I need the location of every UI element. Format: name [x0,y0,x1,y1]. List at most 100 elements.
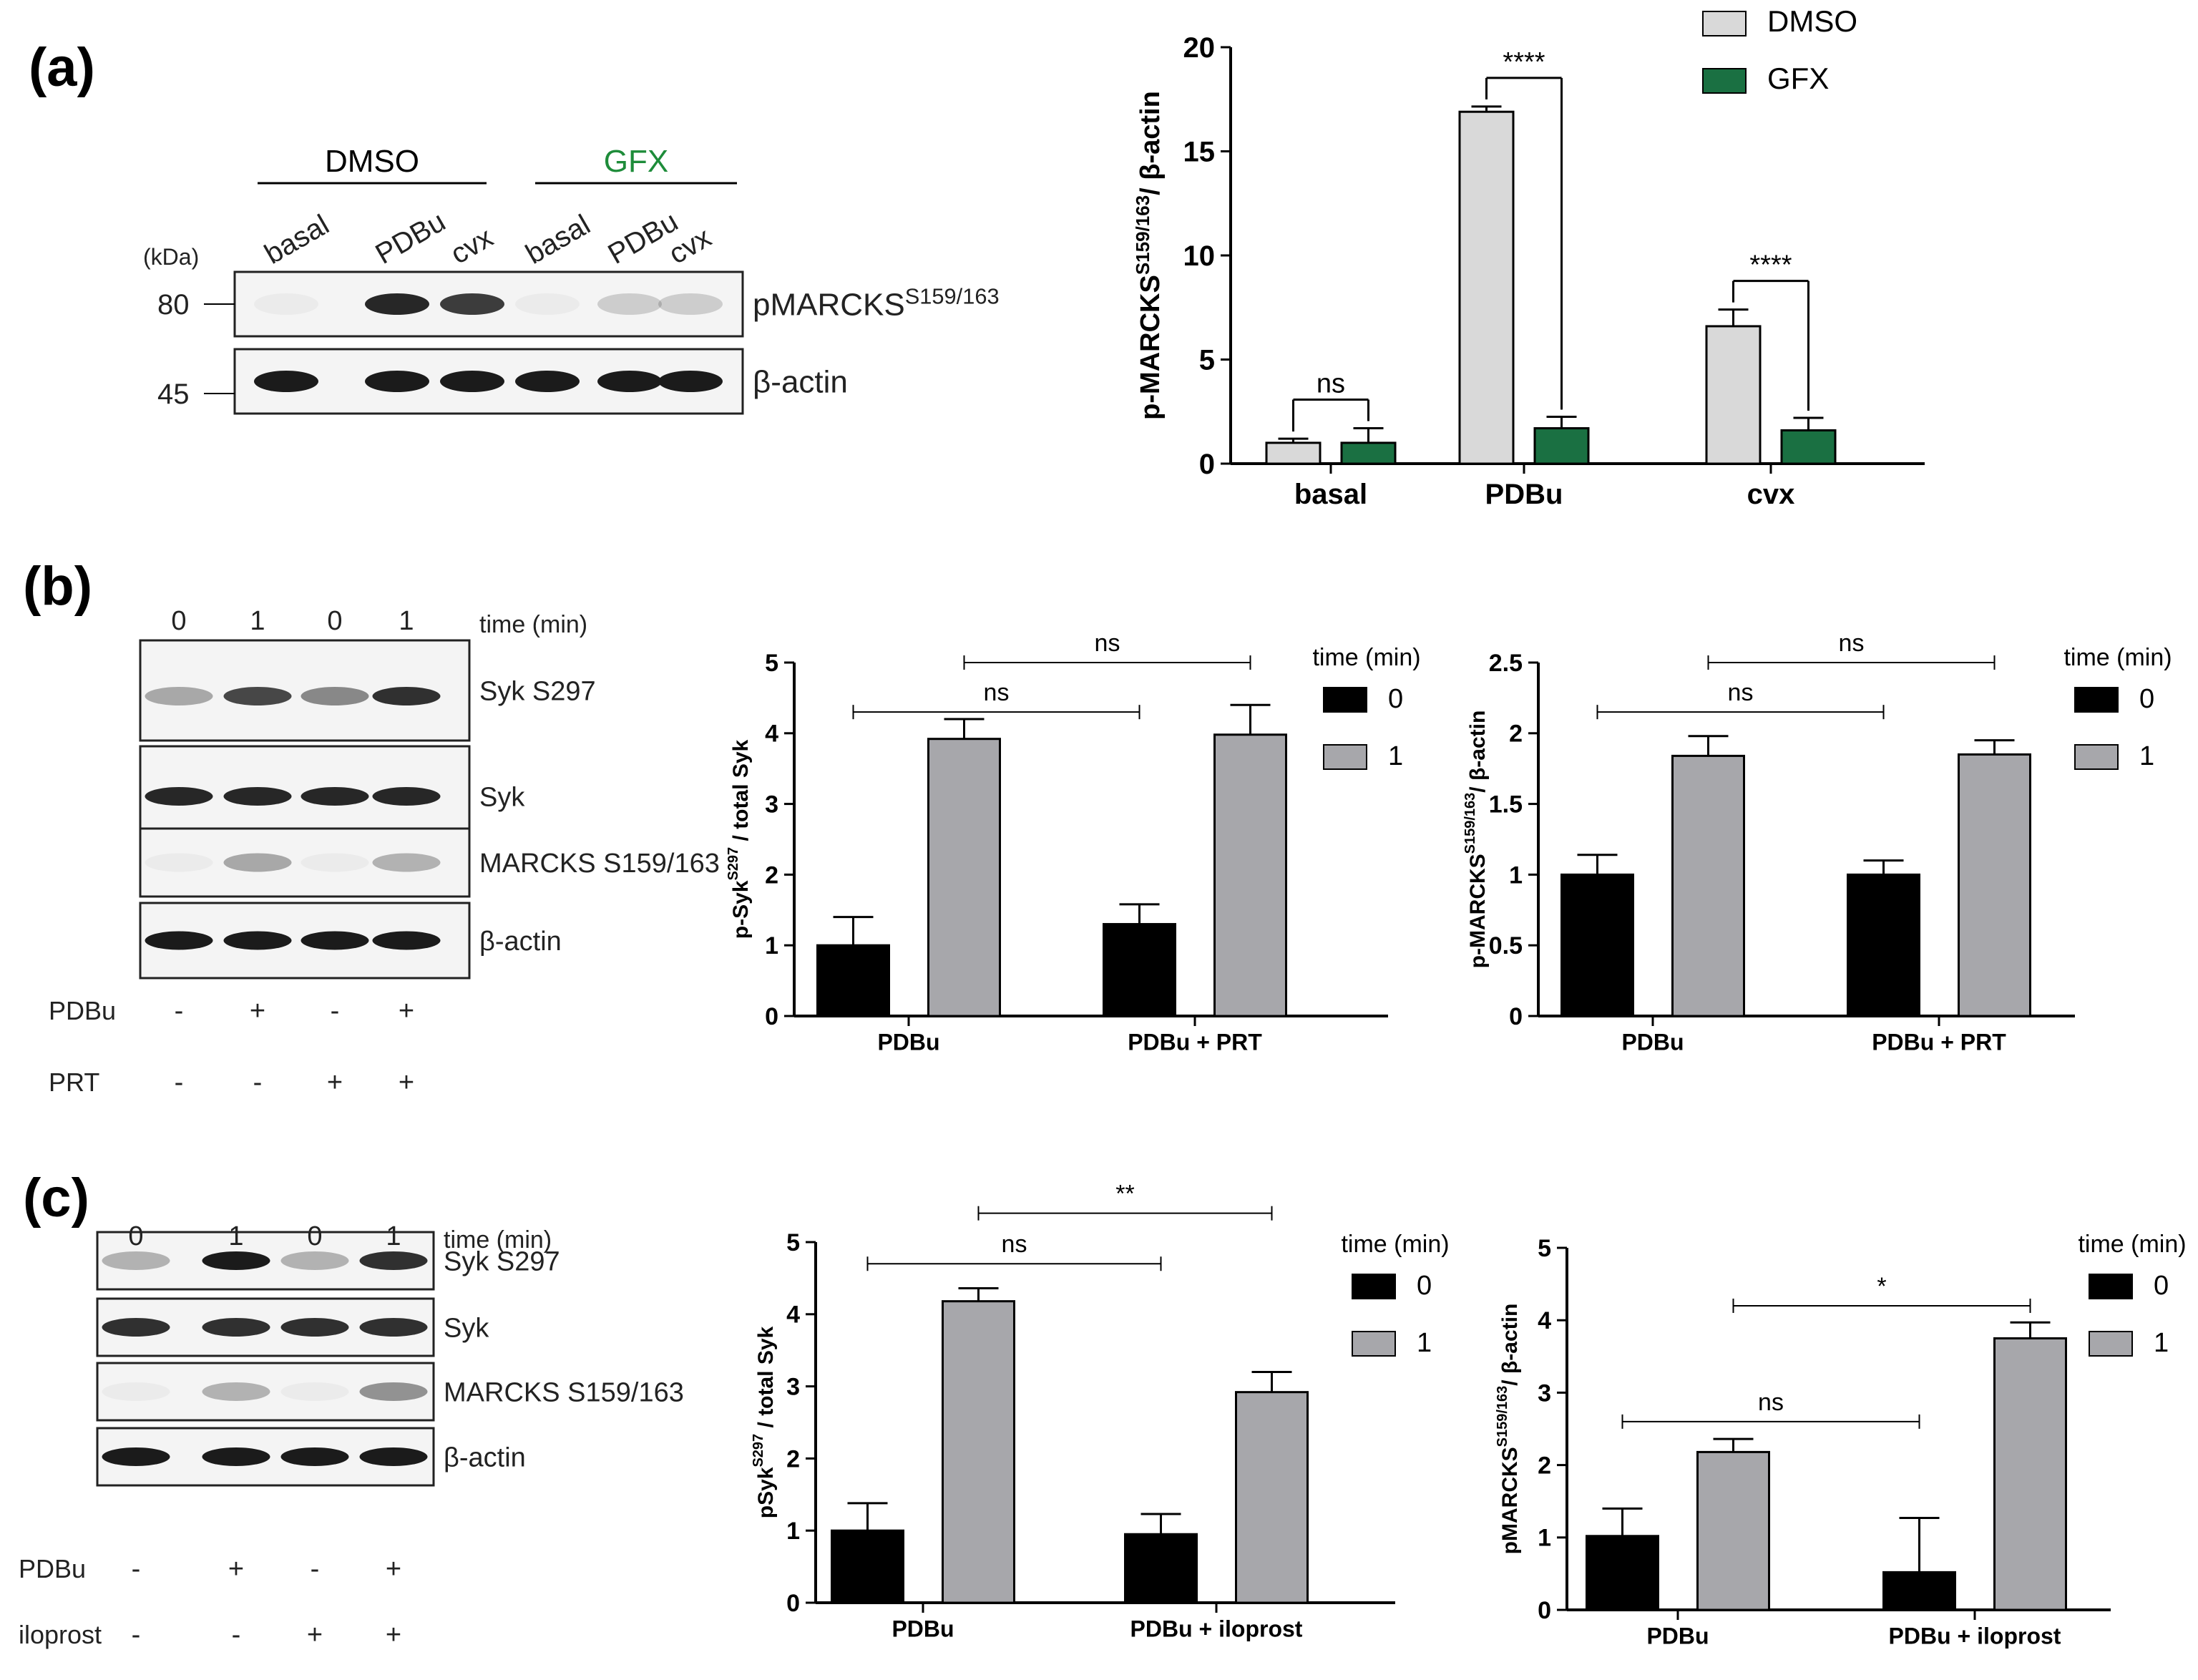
x-category-label: PDBu + PRT [1872,1030,2006,1055]
y-tick-label: 4 [786,1301,800,1329]
blot-band [301,687,369,705]
legend-swatch [1323,744,1367,770]
blot-band [145,931,213,950]
treatment-value: + [307,1620,323,1650]
y-tick-label: 0 [1538,1597,1551,1624]
bar [1993,1337,2067,1611]
blot-row-label: β-actin [444,1442,526,1473]
blot-band [223,853,292,872]
treatment-value: + [327,1068,343,1098]
blot-group-label: DMSO [325,144,419,179]
y-axis-label-suffix: / total Syk [754,1326,778,1433]
y-tick-label: 3 [1538,1379,1551,1407]
blot-band [440,293,504,315]
y-tick-label: 1 [786,1518,800,1545]
bar [942,1300,1015,1604]
blot-band [223,687,292,705]
treatment-value: + [228,1554,244,1584]
blot-row-label-text: β-actin [753,364,848,399]
treatment-label: PDBu [19,1554,86,1583]
legend-title: time (min) [1341,1231,1449,1258]
significance-bracket: ns [852,679,1140,720]
blot-band [301,853,369,872]
blot-time-label: 1 [250,606,265,636]
y-axis-label-suffix: / β-actin [1466,710,1490,793]
blot-row-label: MARCKS S159/163 [444,1377,684,1407]
blot-row-label: MARCKS S159/163 [479,849,720,879]
y-tick-label: 1.5 [1489,791,1523,819]
y-axis-label-sup: S159/163 [1495,1386,1510,1447]
legend-swatch [2089,1331,2133,1357]
significance-label: ns [984,679,1010,706]
legend-swatch [2074,687,2119,713]
blot-row-label-text: Syk [479,782,525,812]
panel-label-a: (a) [29,37,95,98]
y-axis-label-sup: S159/163 [1132,195,1153,275]
blot-band [372,687,441,705]
treatment-value: - [175,1068,184,1098]
blot-band [202,1382,270,1401]
blot-row-label: β-actin [479,927,562,957]
y-tick-label: 5 [765,650,778,677]
y-axis-label-main: pMARCKS [1498,1447,1522,1554]
blot-row-label-text: Syk S297 [479,676,596,706]
x-category-label: PDBu + iloprost [1889,1623,2061,1649]
legend-title: time (min) [1312,644,1420,671]
y-axis-label: pMARCKSS159/163/ β-actin [1495,1304,1522,1555]
significance-label: ** [1115,1181,1134,1208]
blot-band [223,787,292,806]
blot-band [280,1447,349,1466]
chart-a-chart: 0 5 10 15 20 basal PDBu cvx p-MARCKSS159/163/ β-… [1132,4,1925,510]
blot-band [145,853,213,872]
significance-bracket: ns [1707,630,1996,670]
y-tick-label: 4 [765,721,778,748]
blot-band [515,293,580,315]
bar [1671,754,1745,1017]
y-tick-label: 0 [786,1590,800,1617]
y-tick-label: 3 [786,1374,800,1401]
legend-swatch [1352,1331,1396,1357]
blot-band [223,931,292,950]
blot-row-label: Syk [444,1313,489,1343]
blot-strip [96,1362,435,1422]
bar [831,1529,904,1604]
legend-label: 0 [1417,1271,1432,1301]
legend-label: 1 [2139,741,2154,771]
y-tick-label: 2 [1509,721,1523,748]
blot-lane-label: cvx [446,222,499,270]
blot-band [145,787,213,806]
blot-row: pMARCKSS159/163 [233,270,1000,338]
y-axis-label-suffix: / β-actin [1135,91,1166,195]
blot-time-label: 0 [327,606,342,636]
bar [1560,873,1634,1017]
treatment-value: - [132,1554,141,1584]
significance-label: **** [1503,47,1545,77]
x-category-label: PDBu [1646,1623,1709,1649]
legend-swatch [1323,687,1367,713]
blot-band [202,1447,270,1466]
legend-swatch [2074,744,2119,770]
legend-swatch [1702,68,1747,94]
x-category-label: PDBu + iloprost [1130,1616,1303,1642]
y-axis-label-suffix: / β-actin [1498,1304,1522,1386]
legend-swatch [2089,1274,2133,1299]
blot-band [372,787,441,806]
blot-band [254,371,318,392]
panel-label-c: (c) [23,1168,89,1229]
y-axis-label: p-SykS297 / total Syk [726,739,753,939]
y-tick-label: 1 [1509,861,1523,889]
bar [1847,873,1920,1017]
x-category-label: PDBu [892,1616,954,1642]
blot-row-label: Syk S297 [479,676,596,706]
blot-strip [139,827,471,898]
blot-group-label: GFX [604,144,668,179]
treatment-label: PRT [49,1068,99,1097]
chart-c-chart1: 0 1 2 3 4 5 PDBu PDBu + iloprost pSykS297 / tota… [751,1181,1450,1642]
bar [1586,1535,1659,1611]
blot-band [280,1251,349,1270]
legend-title: time (min) [2063,644,2172,671]
blot-row-label: Syk [479,782,525,812]
y-tick-label: 5 [1538,1235,1551,1262]
blot-time-label: 1 [399,606,414,636]
bar [1705,325,1762,465]
